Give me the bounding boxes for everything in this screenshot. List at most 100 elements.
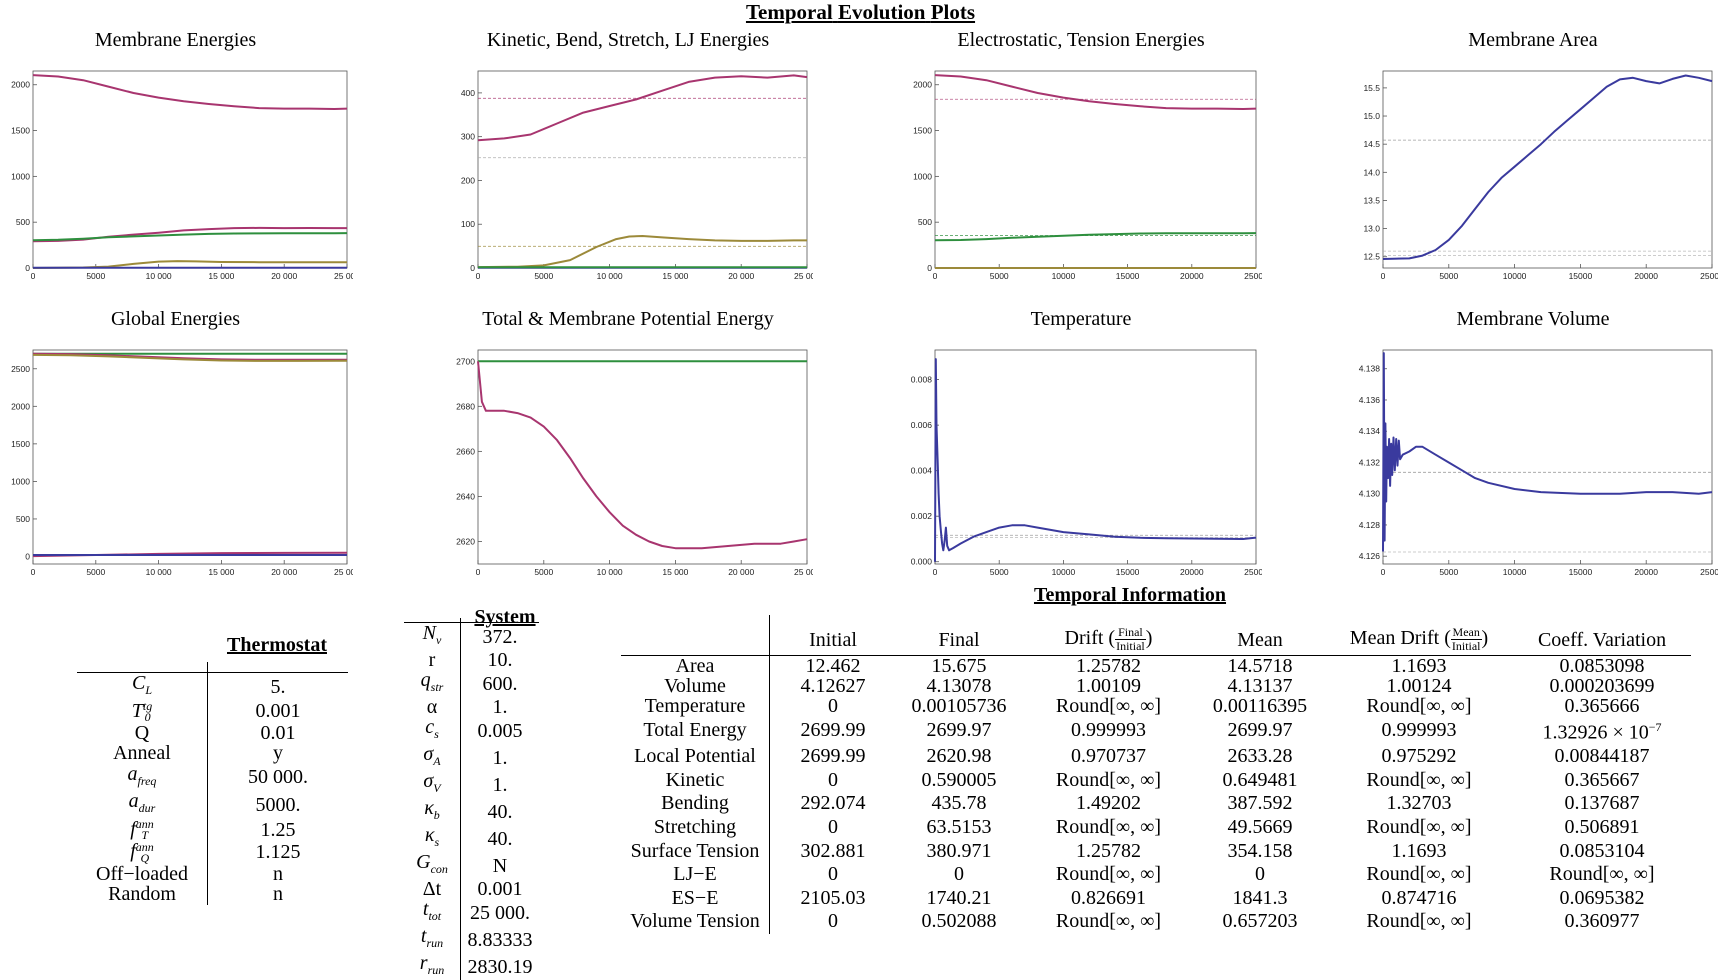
temporal-cell: 0 (828, 910, 838, 933)
y-tick-label: 200 (461, 175, 475, 185)
y-tick-label: 1500 (913, 126, 932, 136)
x-tick-label: 25 000 (334, 567, 353, 577)
y-tick-label: 4.136 (1359, 395, 1381, 405)
y-tick-label: 4.126 (1359, 551, 1381, 561)
y-tick-label: 0 (25, 551, 30, 561)
temporal-cell: 2699.99 (800, 718, 866, 741)
chart-svg: 0 5000 10 000 15 000 20 000 25 000 0 500 1000 150… (11, 349, 353, 577)
x-tick-label: 5000 (86, 567, 105, 577)
header-blank (621, 615, 770, 656)
temporal-cell: Round[∞, ∞] (1366, 768, 1472, 791)
series-line (477, 235, 807, 269)
temporal-row: Bending 292.074 435.78 1.49202 387.592 1.3270… (621, 792, 1691, 817)
y-tick-label: 4.130 (1359, 489, 1381, 499)
y-tick-label: 14.0 (1363, 167, 1380, 177)
y-tick-label: 0 (927, 263, 932, 273)
temporal-row: Volume Tension 0 0.502088 Round[∞, ∞] 0.6572… (621, 910, 1691, 934)
temporal-cell: Round[∞, ∞] (1366, 695, 1472, 717)
system-value: 600. (482, 672, 518, 695)
y-tick-label: 0.000 (911, 557, 933, 567)
main-title-word-2: Evolution (837, 0, 926, 24)
header-coeff-variation: Coeff. Variation (1513, 615, 1691, 656)
chart-panel: Kinetic, Bend, Stretch, LJ Energies 0 5000… (443, 29, 813, 319)
temporal-cell: 292.074 (800, 792, 866, 815)
x-tick-label: 10000 (1052, 271, 1076, 281)
x-tick-label: 0 (476, 567, 481, 577)
x-tick-label: 20 000 (728, 567, 754, 577)
series-line (32, 353, 348, 362)
temporal-cell: 2105.03 (800, 886, 866, 909)
temporal-info-table: Initial Final Drift (Final Initial) Mean … (621, 615, 1691, 934)
temporal-cell: 1.49202 (1076, 792, 1141, 815)
y-tick-label: 13.0 (1363, 224, 1380, 234)
chart-svg: 0 5000 10 000 15 000 20 000 25 000 0 100 200 300 4… (461, 70, 813, 281)
temporal-cell: 4.13137 (1227, 675, 1293, 697)
x-tick-label: 10 000 (146, 567, 172, 577)
chart-title: Total & Membrane Potential Energy (482, 308, 774, 330)
system-row: Nv 372. (404, 622, 539, 650)
thermostat-param: Random (77, 884, 208, 905)
system-row: trun 8.83333 (404, 926, 539, 953)
plot-frame (477, 70, 808, 269)
system-row: ttot 25 000. (404, 899, 539, 926)
thermostat-value: 50 000. (248, 766, 308, 789)
temporal-cell: 0.0853104 (1559, 839, 1645, 862)
temporal-cell: Round[∞, ∞] (1055, 910, 1162, 933)
series-line (1382, 74, 1713, 260)
system-row: α 1. (404, 697, 539, 717)
x-tick-label: 0 (1381, 271, 1386, 281)
temporal-row-label: ES−E (621, 886, 770, 911)
temporal-cell: 14.5718 (1227, 655, 1293, 677)
temporal-row: Total Energy 2699.99 2699.97 0.999993 2699.9… (621, 716, 1691, 746)
temporal-cell: 0 (828, 695, 838, 717)
temporal-cell: 387.592 (1227, 792, 1293, 815)
temporal-cell: 2633.28 (1227, 745, 1293, 768)
system-param: r (404, 650, 461, 670)
system-param: qstr (404, 670, 461, 697)
thermostat-param: CL (77, 672, 208, 701)
thermostat-value: n (273, 883, 283, 906)
x-tick-label: 0 (933, 271, 938, 281)
x-tick-label: 15000 (1569, 271, 1593, 281)
temporal-cell: 2620.98 (926, 745, 992, 768)
temporal-cell: 0 (828, 863, 838, 886)
chart-title: Membrane Area (1468, 29, 1598, 51)
chart-title: Temperature (1030, 308, 1132, 330)
system-row: σA 1. (404, 744, 539, 771)
temporal-cell: 0.00105736 (911, 695, 1007, 717)
x-tick-label: 20 000 (271, 567, 297, 577)
system-title: System (474, 606, 536, 628)
chart-title: Kinetic, Bend, Stretch, LJ Energies (486, 29, 770, 51)
header-mean: Mean (1195, 615, 1325, 656)
temporal-cell: 12.462 (805, 655, 861, 677)
system-param: Δt (404, 879, 461, 899)
chart-panel: Membrane Energies 0 5000 10 000 15 000 20 000… (0, 29, 353, 319)
temporal-cell: 0.999993 (1381, 718, 1457, 741)
y-tick-label: 2620 (456, 536, 475, 546)
x-tick-label: 0 (476, 271, 481, 281)
system-value: 1. (492, 746, 508, 769)
system-value: 40. (487, 800, 513, 823)
temporal-cell: 4.12627 (800, 675, 866, 697)
temporal-cell: 0.137687 (1564, 792, 1640, 815)
thermostat-row: CL 5. (77, 672, 348, 701)
main-title: Temporal Evolution Plots (0, 0, 1721, 25)
temporal-cell: 0.506891 (1564, 816, 1640, 839)
system-param: κb (404, 798, 461, 825)
temporal-cell: Round[∞, ∞] (1055, 695, 1162, 717)
temporal-cell: 0 (1255, 863, 1265, 886)
temporal-cell: 0.00116395 (1212, 695, 1308, 717)
temporal-cell: 0.657203 (1222, 910, 1298, 933)
series-line (1382, 352, 1713, 552)
thermostat-title: Thermostat (227, 634, 327, 656)
x-tick-label: 20 000 (271, 271, 297, 281)
header-mean-drift: Mean Drift (Mean Initial) (1325, 615, 1513, 656)
thermostat-value: n (273, 862, 283, 885)
y-tick-label: 1500 (11, 126, 30, 136)
temporal-cell: 0.000203699 (1549, 675, 1655, 697)
temporal-cell: 49.5669 (1227, 816, 1293, 839)
drift-close-paren: ) (1145, 627, 1153, 650)
x-tick-label: 20000 (1180, 567, 1204, 577)
